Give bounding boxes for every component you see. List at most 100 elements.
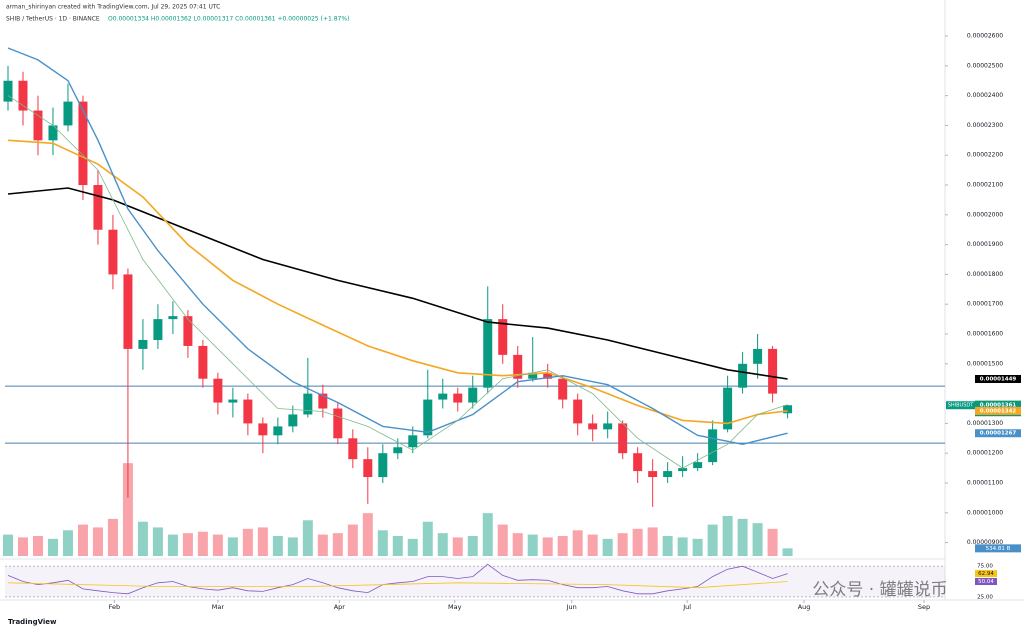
candle-body — [678, 468, 688, 472]
moving-average-line — [7, 47, 788, 446]
x-tick-label: Jun — [566, 603, 577, 611]
y-tick-label: 0.00002200 — [967, 152, 1003, 159]
candle-body — [483, 319, 493, 388]
rsi-badge — [975, 570, 997, 578]
rsi-tick-label: 75.00 — [977, 564, 993, 570]
candle-body — [363, 459, 373, 478]
price-badge — [975, 375, 1021, 384]
candle-body — [408, 435, 418, 448]
candle-body — [33, 110, 43, 141]
rsi-band — [5, 566, 945, 597]
volume-bar — [272, 536, 283, 556]
rsi-line — [7, 563, 788, 595]
y-tick-label: 0.00002600 — [967, 33, 1003, 40]
volume-bar — [722, 516, 733, 556]
volume-badge — [975, 544, 1021, 553]
x-tick-label: Mar — [212, 603, 225, 611]
volume-bar — [677, 537, 688, 556]
volume-bar — [137, 521, 148, 556]
rsi-tick-label: 25.00 — [977, 594, 993, 600]
candle-body — [153, 319, 163, 340]
volume-bar — [47, 538, 58, 556]
y-tick-label: 0.00002100 — [967, 182, 1003, 189]
volume-bar — [77, 524, 88, 556]
volume-bar — [107, 518, 118, 556]
volume-bar — [512, 533, 523, 556]
candle-body — [273, 426, 283, 436]
volume-bar — [482, 513, 493, 556]
candle-body — [3, 80, 13, 102]
y-tick-label: 0.00001700 — [967, 301, 1003, 308]
y-tick-label: 0.00002400 — [967, 92, 1003, 99]
volume-bar — [707, 524, 718, 556]
candle-body — [633, 453, 643, 472]
y-tick-label: 0.00001300 — [967, 420, 1003, 427]
candle-body — [543, 372, 553, 379]
symbol-badge — [946, 401, 975, 410]
volume-bar — [452, 537, 463, 556]
candle-body — [573, 399, 583, 424]
candle-body — [288, 414, 298, 427]
y-tick-label: 0.00001600 — [967, 331, 1003, 338]
candle-body — [618, 423, 628, 454]
candle-body — [768, 348, 778, 394]
candle-body — [18, 80, 28, 111]
volume-bar — [392, 536, 403, 556]
volume-bar — [422, 521, 433, 556]
volume-bar — [572, 530, 583, 556]
volume-bar — [407, 538, 418, 556]
rsi-ma-line — [7, 581, 788, 589]
x-tick-label: Sep — [918, 603, 930, 611]
volume-bar — [167, 534, 178, 556]
logo: TradingView — [8, 618, 57, 626]
candle-body — [93, 185, 103, 230]
candle-body — [183, 316, 193, 346]
volume-bar — [287, 537, 298, 556]
volume-bar — [152, 527, 163, 556]
y-tick-label: 0.00002300 — [967, 122, 1003, 129]
candle-body — [303, 393, 313, 415]
volume-bar — [587, 534, 598, 556]
candle-body — [663, 471, 673, 478]
candle-body — [378, 453, 388, 478]
watermark: 公众号 · 罐罐说币 — [812, 580, 947, 600]
volume-bar — [767, 528, 778, 556]
candle-body — [48, 125, 58, 141]
candle-body — [228, 399, 238, 403]
volume-bar — [317, 534, 328, 556]
volume-bar — [467, 536, 478, 556]
ohlc-readout: O0.00001334 H0.00001362 L0.00001317 C0.0… — [108, 16, 349, 23]
candle-body — [603, 423, 613, 430]
candle-body — [78, 101, 88, 186]
volume-bar — [92, 527, 103, 556]
volume-bar — [737, 518, 748, 556]
price-badge — [975, 429, 1021, 438]
volume-badge-label: 534.81 B — [986, 546, 1011, 552]
price-badge — [975, 401, 1021, 410]
y-tick-label: 0.00001000 — [967, 509, 1003, 516]
candle-body — [738, 363, 748, 388]
volume-bar — [62, 530, 73, 556]
candle-body — [693, 462, 703, 469]
volume-bar — [647, 527, 658, 556]
x-tick-label: Feb — [109, 603, 121, 611]
volume-bar — [542, 537, 553, 556]
volume-bar — [662, 536, 673, 556]
candle-body — [753, 348, 763, 364]
volume-bar — [257, 527, 268, 556]
candle-body — [123, 274, 133, 349]
candle-body — [453, 393, 463, 403]
volume-bar — [632, 528, 643, 556]
rsi-ma-badge — [975, 578, 997, 586]
volume-bar — [497, 524, 508, 556]
moving-average-line — [7, 95, 788, 469]
candle-body — [588, 423, 598, 430]
volume-bar — [182, 533, 193, 556]
volume-bar — [302, 520, 313, 556]
y-tick-label: 0.00001500 — [967, 360, 1003, 367]
volume-bar — [782, 548, 793, 556]
author-line: arman_shirinyan created with TradingView… — [6, 4, 220, 11]
candle-body — [198, 345, 208, 379]
